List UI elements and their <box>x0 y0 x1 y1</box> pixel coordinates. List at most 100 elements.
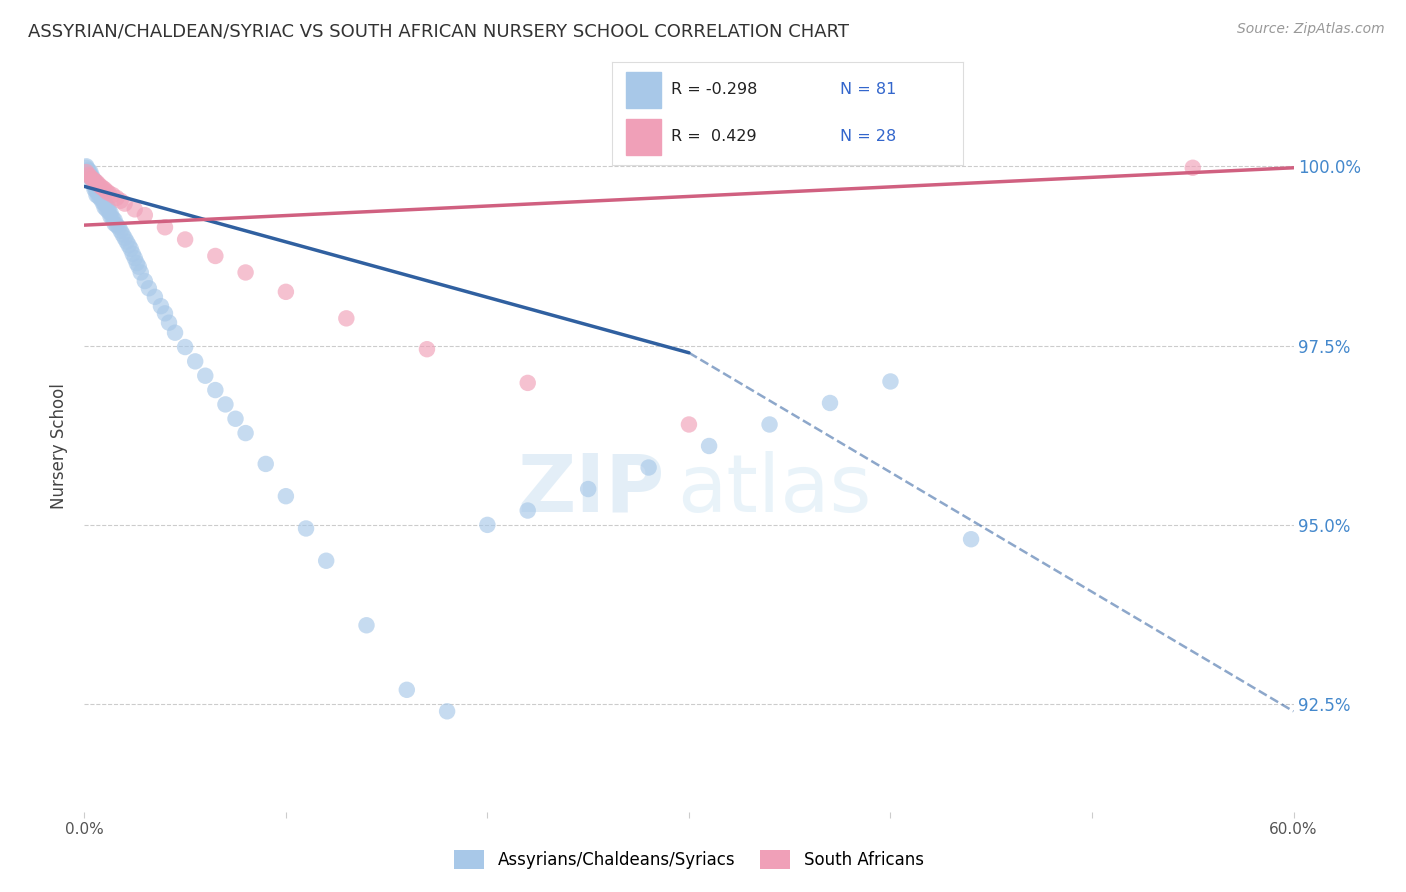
Point <box>101 188 124 202</box>
Point <box>225 411 247 425</box>
Point <box>86 178 108 192</box>
Text: ZIP: ZIP <box>517 450 665 529</box>
Point <box>93 200 115 214</box>
Point <box>96 202 118 217</box>
Point <box>637 460 659 475</box>
Point <box>87 189 110 203</box>
Point <box>83 182 105 196</box>
Legend: Assyrians/Chaldeans/Syriacs, South Africans: Assyrians/Chaldeans/Syriacs, South Afric… <box>454 850 924 869</box>
Point <box>91 195 114 210</box>
Point <box>174 340 197 354</box>
Point <box>1181 161 1204 175</box>
Point <box>77 164 100 178</box>
Point <box>576 482 599 496</box>
Point <box>153 306 176 320</box>
Point <box>91 181 114 195</box>
Point <box>115 235 138 249</box>
Point <box>79 170 101 185</box>
Point <box>87 182 110 196</box>
Point <box>104 213 127 227</box>
Point <box>194 368 217 383</box>
Point <box>75 165 97 179</box>
Point <box>83 178 105 192</box>
Bar <box>626 119 661 155</box>
Point <box>477 517 499 532</box>
Point <box>79 168 101 182</box>
Point <box>82 172 104 186</box>
Point <box>75 159 97 173</box>
Point <box>879 375 901 389</box>
Point <box>97 204 120 219</box>
Point <box>86 188 108 202</box>
Point <box>83 174 105 188</box>
Text: R =  0.429: R = 0.429 <box>672 129 756 145</box>
Point <box>121 247 143 261</box>
Point <box>105 191 128 205</box>
Point <box>86 185 108 199</box>
Point <box>254 457 277 471</box>
Point <box>125 256 148 270</box>
Point <box>97 186 120 200</box>
Point <box>120 242 142 256</box>
Point <box>128 260 150 274</box>
Point <box>77 168 100 182</box>
Point <box>118 238 141 252</box>
Point <box>87 178 110 192</box>
Point <box>87 186 110 200</box>
Point <box>107 220 129 235</box>
Point <box>114 196 136 211</box>
Point <box>143 290 166 304</box>
Point <box>124 251 146 265</box>
Point <box>436 704 458 718</box>
Point <box>93 182 115 196</box>
Text: N = 81: N = 81 <box>841 82 897 97</box>
Point <box>356 618 378 632</box>
Point <box>82 170 104 185</box>
Point <box>101 211 124 225</box>
Point <box>165 326 187 340</box>
Text: R = -0.298: R = -0.298 <box>672 82 758 97</box>
Point <box>79 170 101 185</box>
Point <box>93 194 115 208</box>
Point <box>83 179 105 194</box>
Point <box>83 174 105 188</box>
Point <box>129 265 152 279</box>
Text: N = 28: N = 28 <box>841 129 897 145</box>
Point <box>100 210 122 224</box>
Point <box>77 162 100 177</box>
Point <box>818 396 841 410</box>
Point <box>516 376 538 390</box>
Point <box>91 192 114 206</box>
Text: ASSYRIAN/CHALDEAN/SYRIAC VS SOUTH AFRICAN NURSERY SCHOOL CORRELATION CHART: ASSYRIAN/CHALDEAN/SYRIAC VS SOUTH AFRICA… <box>28 22 849 40</box>
Point <box>214 397 236 411</box>
Point <box>111 227 134 242</box>
Point <box>295 521 318 535</box>
Point <box>204 249 226 263</box>
Point <box>960 533 983 547</box>
Point <box>77 167 100 181</box>
Point <box>395 682 418 697</box>
Point <box>97 201 120 215</box>
Point <box>114 231 136 245</box>
Point <box>204 383 226 397</box>
Point <box>96 185 118 199</box>
Point <box>96 199 118 213</box>
Text: atlas: atlas <box>676 450 872 529</box>
Point <box>86 181 108 195</box>
Point <box>75 161 97 175</box>
Point <box>82 175 104 189</box>
Point <box>235 426 257 441</box>
Point <box>174 232 197 246</box>
Bar <box>626 71 661 108</box>
Point <box>93 196 115 211</box>
Point <box>124 202 146 217</box>
Y-axis label: Nursery School: Nursery School <box>51 383 69 509</box>
Point <box>184 354 207 368</box>
Point <box>110 194 132 208</box>
Point <box>335 311 357 326</box>
Point <box>89 192 111 206</box>
Point <box>82 172 104 186</box>
Point <box>697 439 720 453</box>
Point <box>110 224 132 238</box>
Point <box>105 218 128 232</box>
